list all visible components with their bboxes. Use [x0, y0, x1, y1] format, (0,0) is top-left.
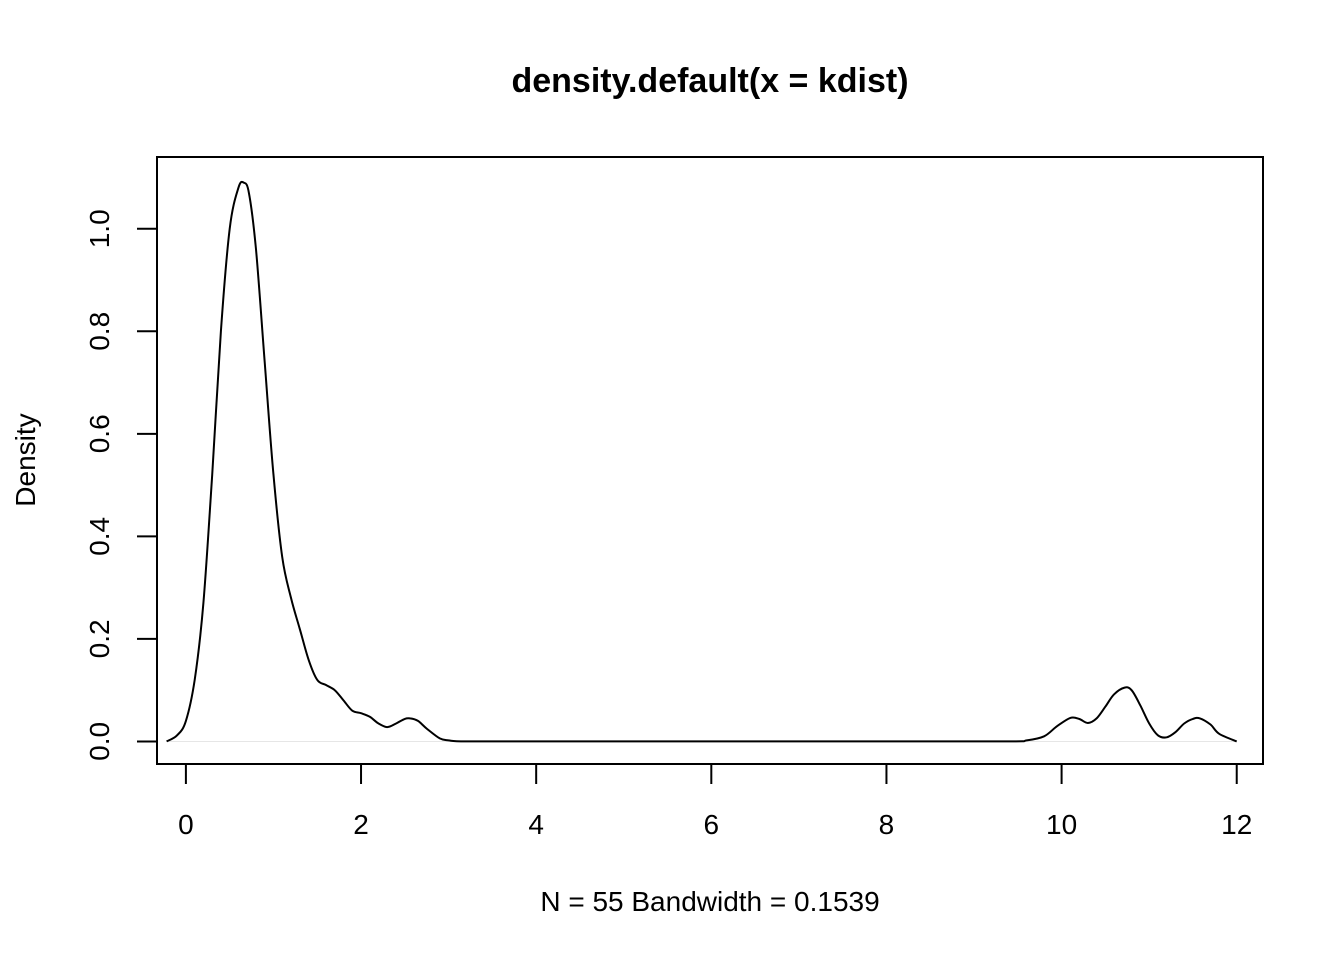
density-curve [166, 180, 1238, 743]
y-tick-label: 0.8 [84, 312, 115, 351]
y-tick-label: 0.0 [84, 722, 115, 761]
y-axis-label: Density [10, 413, 41, 506]
y-tick-label: 0.6 [84, 414, 115, 453]
x-tick-label: 10 [1046, 809, 1077, 840]
y-tick-label: 0.2 [84, 619, 115, 658]
x-tick-label: 0 [178, 809, 194, 840]
chart-title: density.default(x = kdist) [511, 62, 908, 100]
x-tick-label: 8 [879, 809, 895, 840]
plot-frame [156, 156, 1264, 765]
y-tick-label: 1.0 [84, 209, 115, 248]
x-axis-label: N = 55 Bandwidth = 0.1539 [540, 886, 879, 917]
y-axis: 0.0 0.2 0.4 0.6 0.8 1.0 [84, 209, 158, 761]
x-tick-label: 6 [704, 809, 720, 840]
y-tick-label: 0.4 [84, 517, 115, 556]
x-tick-label: 2 [353, 809, 369, 840]
x-tick-label: 4 [528, 809, 544, 840]
x-axis: 0 2 4 6 8 10 12 [178, 763, 1252, 840]
x-tick-label: 12 [1221, 809, 1252, 840]
